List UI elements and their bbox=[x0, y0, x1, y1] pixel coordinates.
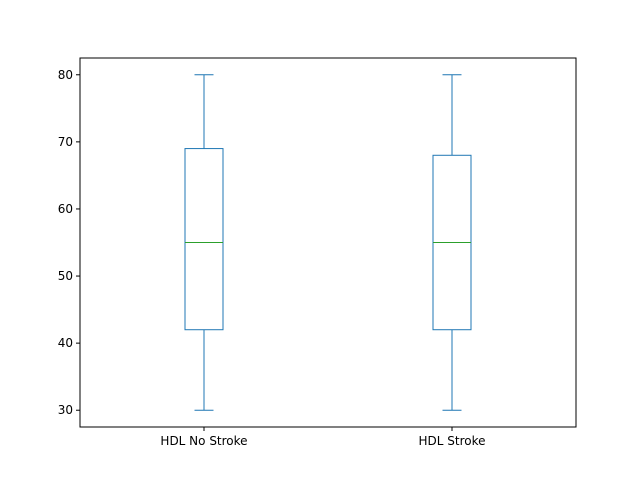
y-tick-label: 80 bbox=[58, 68, 73, 82]
y-tick-label: 60 bbox=[58, 202, 73, 216]
marks-layer bbox=[184, 74, 472, 411]
box-group bbox=[432, 74, 472, 411]
iqr-box bbox=[184, 148, 224, 331]
x-tick-label: HDL Stroke bbox=[418, 434, 485, 448]
y-tick-label: 70 bbox=[58, 135, 73, 149]
plot-area-frame bbox=[79, 57, 577, 428]
y-axis: 30 40 50 60 70 80 bbox=[58, 68, 80, 417]
box-group bbox=[184, 74, 224, 411]
x-tick-label: HDL No Stroke bbox=[160, 434, 247, 448]
y-tick-label: 40 bbox=[58, 336, 73, 350]
y-tick-label: 50 bbox=[58, 269, 73, 283]
x-axis: HDL No Stroke HDL Stroke bbox=[160, 427, 486, 448]
y-tick-label: 30 bbox=[58, 403, 73, 417]
